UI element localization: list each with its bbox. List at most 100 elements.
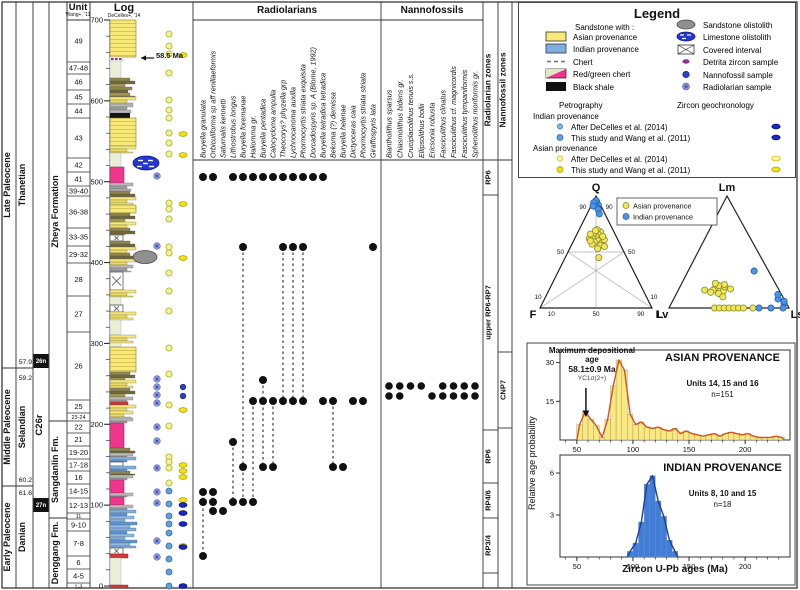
legend-box: Legend Sandstone with : Asian provenance I… xyxy=(518,2,796,178)
species-label: Lithostrobus longus xyxy=(229,95,238,158)
svg-text:10: 10 xyxy=(535,294,543,301)
unit-cell-label: 43 xyxy=(74,134,82,143)
indian-units-label: Units 8, 10 and 15 xyxy=(688,489,757,498)
unit-cell-label: 19-20 xyxy=(69,448,88,457)
hist-x-tick-label: 200 xyxy=(739,445,752,454)
legend-group-header: Asian provenance xyxy=(533,144,598,153)
ternary-legend-label: Asian provenance xyxy=(633,202,691,211)
unit-cell-label: 49 xyxy=(74,37,82,46)
species-label: Buryella foremanae xyxy=(239,96,248,158)
sw-black-icon xyxy=(546,81,566,91)
hist-y-tick-label: 15 xyxy=(546,397,554,406)
species-label: Dictyoceras caia xyxy=(349,105,358,158)
unit-cell-label: 27 xyxy=(74,310,82,319)
radiolarian-zones-header: Radiolarian zones xyxy=(483,53,493,126)
nannofossil-zone-label: CNP7 xyxy=(499,380,508,400)
species-label: Theocorys? phyzella grp xyxy=(279,80,288,158)
sw-dz-icon xyxy=(682,59,690,64)
sw-rad-icon xyxy=(682,82,690,91)
boundary-age-label: 57.9 xyxy=(19,359,32,366)
dot-indian-icon xyxy=(556,134,564,141)
histogram-x-axis-label: Zircon U-Pb ages (Ma) xyxy=(622,564,728,575)
depth-scale-label: 600 xyxy=(90,96,103,105)
svg-text:50: 50 xyxy=(557,249,565,256)
sw-ssoli-icon xyxy=(676,19,696,30)
species-label: Calocycloma ampulla xyxy=(269,90,278,158)
hist-x-tick-label: 150 xyxy=(683,445,696,454)
hist-x-tick-label: 100 xyxy=(627,562,640,571)
depth-scale: 0 100 200 300 400 500 600 700 xyxy=(90,16,110,590)
legend-item-label: Nannofossil sample xyxy=(703,70,773,80)
unit-cell-label: 26 xyxy=(74,362,82,371)
unit-cell-label: 16 xyxy=(74,473,82,482)
unit-cell-label: 45 xyxy=(74,93,82,102)
stratigraphic-log xyxy=(109,19,154,589)
legend-item-label: Black shale xyxy=(573,82,614,92)
species-label: Buryella tetradica tetradica xyxy=(319,73,328,158)
legend-title: Legend xyxy=(633,6,681,21)
chron-label: C26r xyxy=(34,414,45,435)
unit-cell-label: 46 xyxy=(74,78,82,87)
legend-item-label: This study and Wang et al. (2011) xyxy=(571,166,691,175)
depth-scale-label: 0 xyxy=(99,582,103,590)
boundary-age-label: 59.2 xyxy=(19,375,32,382)
legend-sandstone-with-header: Sandstone with : xyxy=(575,23,635,32)
chron-normal-label: 26n xyxy=(36,359,47,365)
species-label: Biantholithus sparsus xyxy=(385,89,394,158)
sw-indian-icon xyxy=(545,43,567,54)
unit-cell-label: 1-3 xyxy=(75,584,83,590)
species-label: Dorcadospyris sp. A (Blome, 1992) xyxy=(309,47,318,158)
svg-text:90: 90 xyxy=(606,204,614,211)
radiolarian-occurrences: Buryella granulata Orbiculiforma sp aff r… xyxy=(199,47,378,560)
max-depositional-age-label: Maximum depositional age xyxy=(548,346,636,365)
nannofossil-occurrences: Biantholithus sparsus Chiasmolithus biden… xyxy=(385,66,480,400)
svg-text:50: 50 xyxy=(628,249,636,256)
chron-normal-label: 27n xyxy=(36,503,47,509)
hist-x-tick-label: 50 xyxy=(573,445,581,454)
svg-text:10: 10 xyxy=(650,294,658,301)
sw-redgreen-icon xyxy=(545,68,567,79)
log-age-annotation: 58.5 Ma xyxy=(156,51,184,60)
log-column-subheader: DeCelles+, '14 xyxy=(107,13,141,19)
depth-scale-label: 300 xyxy=(90,339,103,348)
species-label: Cruciplacolithus tenuis s.s. xyxy=(406,73,415,158)
radiolarian-zone-label: RP6 xyxy=(484,449,493,464)
histogram-y-axis-label: Relative age probability xyxy=(526,416,537,510)
species-label: Ellipsolithus bollii xyxy=(417,103,426,158)
species-label: Phormocyrtis striata exquisita xyxy=(299,64,308,158)
species-label: Chiasmolithus bidens gr. xyxy=(395,80,404,158)
species-label: Saturnalis kennetti xyxy=(219,98,228,158)
legend-item-label: Chert xyxy=(573,57,593,67)
sw-chert-icon xyxy=(547,60,565,63)
sw-cov-icon xyxy=(677,44,695,55)
svg-text:10: 10 xyxy=(548,311,556,318)
legend-item-label: This study and Wang et al. (2011) xyxy=(571,134,691,143)
unit-column-subheader: Wang+, '11 xyxy=(65,12,91,18)
ell-indian-icon xyxy=(771,134,781,141)
svg-text:90: 90 xyxy=(637,311,645,318)
depth-scale-label: 700 xyxy=(90,16,103,25)
depth-scale-label: 400 xyxy=(90,258,103,267)
species-label: Giraffospyris lata xyxy=(369,104,378,158)
indian-provenance-title: INDIAN PROVENANCE xyxy=(663,462,782,474)
epoch-label: Late Paleocene xyxy=(2,152,12,218)
formation-label: Denggang Fm. xyxy=(50,522,60,585)
legend-item-label: Red/green chert xyxy=(573,70,631,80)
species-label: Sphenolithus moriformis gr. xyxy=(471,71,480,158)
boundary-age-label: 61.6 xyxy=(19,490,32,497)
unit-cell-label: 11 xyxy=(76,514,82,520)
unit-cell-label: 33-35 xyxy=(69,233,88,242)
unit-cell-label: 23-24 xyxy=(71,415,85,421)
species-label: Lychnocanoma auxilla xyxy=(289,87,298,158)
dot-asian-icon xyxy=(556,166,564,173)
boundary-age-label: 60.2 xyxy=(19,477,32,484)
legend-item-label: Sandstone olistolith xyxy=(703,21,773,30)
unit-cell-label: 28 xyxy=(74,275,82,284)
stage-label: Selandian xyxy=(17,406,27,449)
unit-cell-label: 6 xyxy=(76,558,80,567)
legend-petrography-header: Petrography xyxy=(559,101,603,110)
histograms: 50 100 150 200 15 30 50 100 150 200 3 6 xyxy=(526,342,796,586)
unit-column-header: Unit xyxy=(68,2,88,13)
unit-column: 49 47-48 46 45 44 43 42 41 39-40 36-38 33-35 29-32 2… xyxy=(66,1,91,590)
ternary-vertex-label: F xyxy=(530,309,537,321)
